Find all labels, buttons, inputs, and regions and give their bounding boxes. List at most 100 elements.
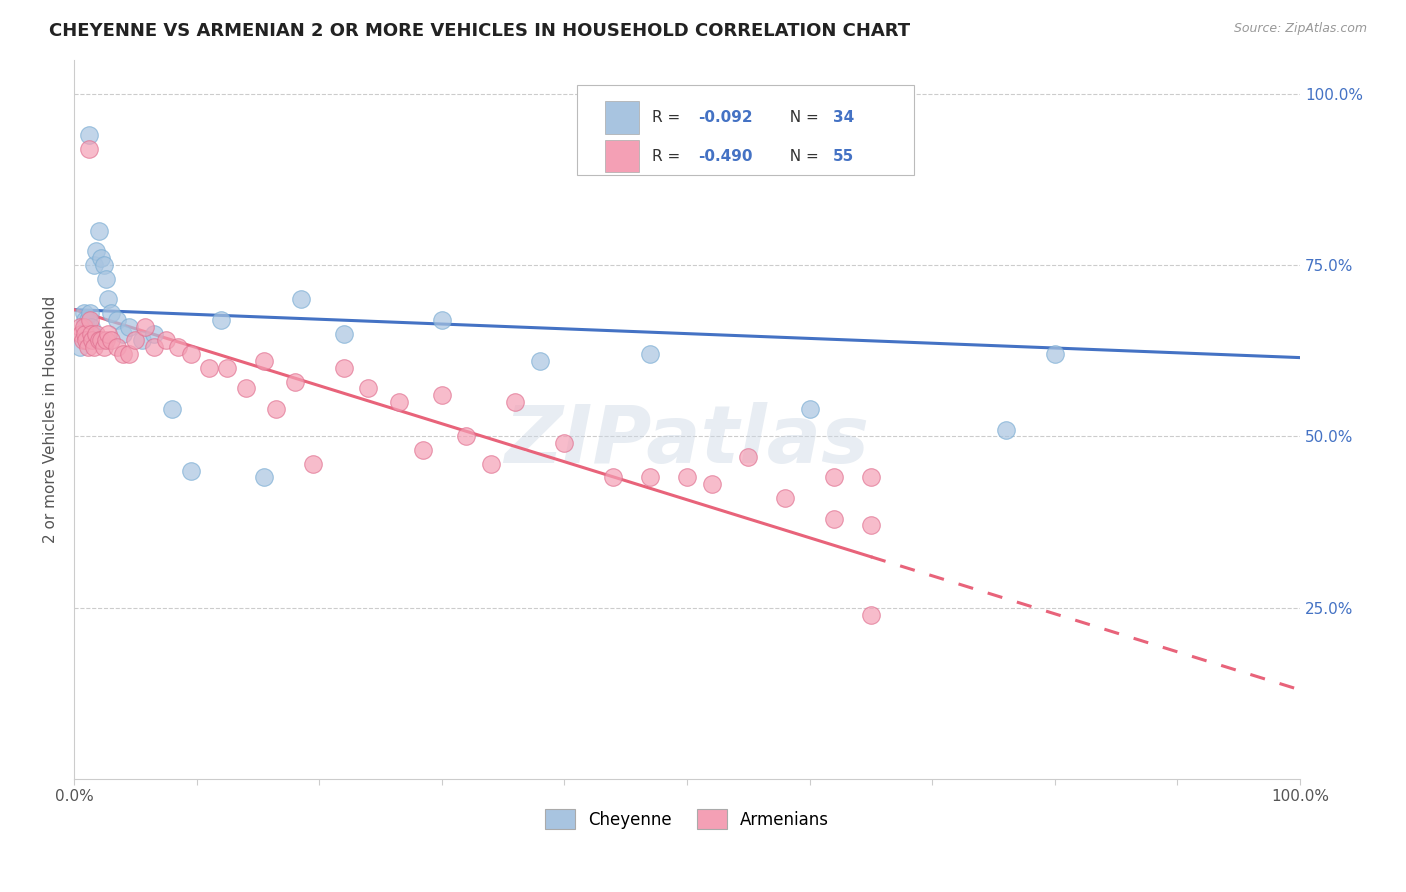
Text: CHEYENNE VS ARMENIAN 2 OR MORE VEHICLES IN HOUSEHOLD CORRELATION CHART: CHEYENNE VS ARMENIAN 2 OR MORE VEHICLES … bbox=[49, 22, 910, 40]
Text: ZIPatlas: ZIPatlas bbox=[505, 401, 869, 480]
Text: N =: N = bbox=[780, 149, 824, 164]
Point bbox=[142, 326, 165, 341]
Y-axis label: 2 or more Vehicles in Household: 2 or more Vehicles in Household bbox=[44, 295, 58, 543]
Point bbox=[773, 491, 796, 505]
FancyBboxPatch shape bbox=[605, 140, 640, 172]
Point bbox=[799, 402, 821, 417]
Point bbox=[859, 470, 882, 484]
Point bbox=[253, 470, 276, 484]
Point bbox=[87, 334, 110, 348]
Point bbox=[90, 252, 112, 266]
Legend: Cheyenne, Armenians: Cheyenne, Armenians bbox=[538, 803, 837, 835]
Point bbox=[75, 326, 97, 341]
Point bbox=[302, 457, 325, 471]
Text: 34: 34 bbox=[832, 110, 855, 125]
Point bbox=[737, 450, 759, 464]
Point bbox=[100, 306, 122, 320]
Point bbox=[823, 470, 845, 484]
Point bbox=[357, 381, 380, 395]
Point bbox=[105, 340, 128, 354]
Point bbox=[142, 340, 165, 354]
Point bbox=[553, 436, 575, 450]
Point bbox=[84, 326, 107, 341]
Point bbox=[83, 340, 105, 354]
Point bbox=[333, 326, 356, 341]
Point bbox=[87, 224, 110, 238]
Point bbox=[84, 244, 107, 259]
Point bbox=[83, 258, 105, 272]
Point bbox=[97, 326, 120, 341]
Point bbox=[90, 334, 112, 348]
Point bbox=[69, 319, 91, 334]
Text: -0.490: -0.490 bbox=[699, 149, 752, 164]
Point bbox=[70, 326, 93, 341]
Point bbox=[73, 306, 96, 320]
Point bbox=[131, 334, 153, 348]
Point bbox=[388, 395, 411, 409]
Point bbox=[180, 464, 202, 478]
Point bbox=[235, 381, 257, 395]
Point bbox=[72, 334, 94, 348]
Point bbox=[823, 511, 845, 525]
Point bbox=[266, 402, 288, 417]
Point bbox=[79, 313, 101, 327]
Point bbox=[100, 334, 122, 348]
Point bbox=[180, 347, 202, 361]
Point bbox=[284, 375, 307, 389]
Point bbox=[94, 334, 117, 348]
Point bbox=[80, 326, 103, 341]
Point bbox=[217, 360, 239, 375]
Point bbox=[77, 128, 100, 142]
Point bbox=[82, 334, 104, 348]
Point bbox=[479, 457, 502, 471]
Point bbox=[97, 293, 120, 307]
Point bbox=[75, 334, 97, 348]
Text: R =: R = bbox=[651, 110, 685, 125]
Point bbox=[77, 142, 100, 156]
Point bbox=[73, 319, 96, 334]
Point bbox=[456, 429, 478, 443]
FancyBboxPatch shape bbox=[576, 85, 914, 175]
Point bbox=[430, 313, 453, 327]
Point bbox=[700, 477, 723, 491]
Point bbox=[994, 423, 1017, 437]
Point bbox=[640, 347, 662, 361]
Point bbox=[112, 347, 135, 361]
FancyBboxPatch shape bbox=[605, 101, 640, 134]
Point bbox=[676, 470, 699, 484]
Point bbox=[105, 313, 128, 327]
Point bbox=[412, 443, 434, 458]
Point bbox=[94, 272, 117, 286]
Point bbox=[430, 388, 453, 402]
Point bbox=[76, 313, 98, 327]
Point bbox=[167, 340, 190, 354]
Point bbox=[118, 319, 141, 334]
Point bbox=[333, 360, 356, 375]
Point bbox=[209, 313, 232, 327]
Point bbox=[134, 319, 156, 334]
Point bbox=[160, 402, 183, 417]
Point bbox=[112, 326, 135, 341]
Text: R =: R = bbox=[651, 149, 685, 164]
Point bbox=[124, 334, 146, 348]
Point bbox=[69, 340, 91, 354]
Point bbox=[75, 313, 97, 327]
Point bbox=[82, 326, 104, 341]
Point bbox=[859, 607, 882, 622]
Point bbox=[505, 395, 527, 409]
Text: Source: ZipAtlas.com: Source: ZipAtlas.com bbox=[1233, 22, 1367, 36]
Point bbox=[79, 306, 101, 320]
Point bbox=[529, 354, 551, 368]
Point bbox=[93, 340, 115, 354]
Point bbox=[640, 470, 662, 484]
Text: N =: N = bbox=[780, 110, 824, 125]
Point bbox=[602, 470, 624, 484]
Text: -0.092: -0.092 bbox=[699, 110, 752, 125]
Point bbox=[859, 518, 882, 533]
Point bbox=[290, 293, 312, 307]
Point bbox=[75, 319, 97, 334]
Point bbox=[1043, 347, 1066, 361]
Text: 55: 55 bbox=[832, 149, 855, 164]
Point bbox=[93, 258, 115, 272]
Point bbox=[80, 319, 103, 334]
